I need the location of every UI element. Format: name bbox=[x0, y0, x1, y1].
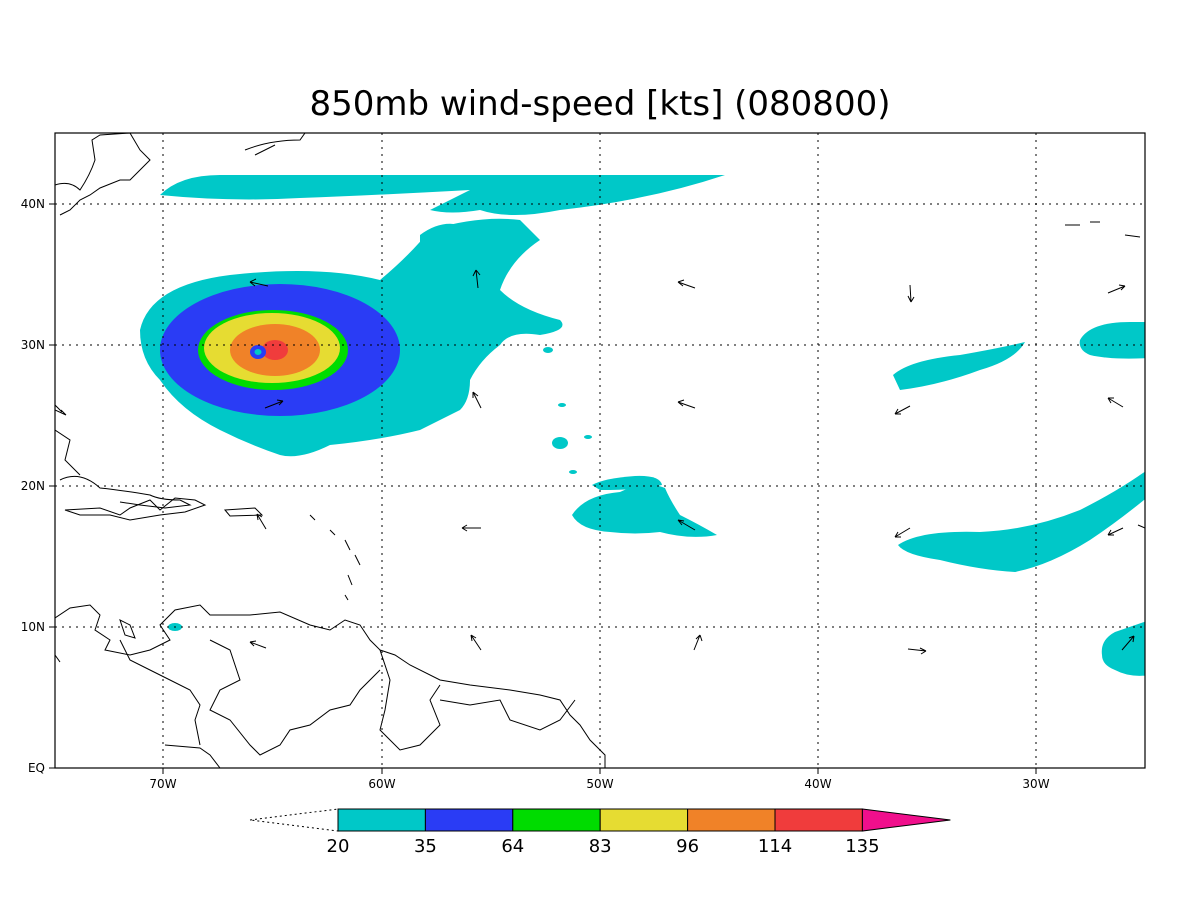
colombia-border bbox=[119, 639, 201, 746]
wind-arrow bbox=[1107, 397, 1124, 408]
puerto-rico-coast bbox=[223, 507, 264, 517]
wind-arrow bbox=[677, 399, 696, 409]
legend-high-triangle bbox=[861, 808, 951, 832]
small-patch-5 bbox=[569, 470, 577, 474]
map-title: 850mb wind-speed [kts] (080800) bbox=[310, 84, 891, 124]
y-tick-label: EQ bbox=[28, 761, 45, 775]
legend-label: 114 bbox=[758, 836, 792, 857]
wind-arrow bbox=[693, 634, 703, 651]
small-patch-1 bbox=[552, 437, 568, 449]
wind-arrow bbox=[1107, 527, 1124, 536]
wind-arrow bbox=[677, 279, 696, 289]
y-tick-label: 10N bbox=[21, 620, 45, 634]
wind-arrow bbox=[1121, 635, 1135, 651]
tick-marks bbox=[49, 203, 1037, 774]
legend-color-box bbox=[337, 808, 426, 832]
small-patch-3 bbox=[558, 403, 566, 407]
north-branch bbox=[420, 223, 460, 272]
legend-label: 20 bbox=[327, 836, 350, 857]
wind-arrow bbox=[677, 519, 696, 531]
legend-label: 96 bbox=[676, 836, 699, 857]
wind-vectors bbox=[55, 269, 1135, 663]
antilles-islands bbox=[309, 514, 361, 601]
wind-arrow bbox=[461, 524, 481, 532]
legend-label: 64 bbox=[501, 836, 524, 857]
east-band-10n bbox=[1101, 621, 1145, 676]
legend-color-box bbox=[599, 808, 689, 832]
legend-low-triangle bbox=[249, 808, 339, 832]
wind-arrow bbox=[894, 527, 911, 538]
east-band-30n bbox=[893, 342, 1025, 390]
storm-eye-inner bbox=[254, 349, 262, 355]
y-tick-label: 40N bbox=[21, 197, 45, 211]
lake-maracaibo bbox=[119, 619, 136, 639]
islands-blob bbox=[572, 484, 717, 537]
wind-arrow bbox=[907, 647, 927, 655]
north-band bbox=[160, 175, 725, 215]
color-legend: 20 35 64 83 96 114 135 bbox=[249, 808, 951, 857]
wind-arrow bbox=[894, 405, 911, 415]
legend-color-box bbox=[687, 808, 776, 832]
legend-label: 35 bbox=[414, 836, 437, 857]
wind-arrow bbox=[249, 640, 267, 649]
south-america-coast bbox=[55, 604, 606, 768]
east-edge-30n bbox=[1079, 322, 1145, 359]
florida-coast bbox=[55, 404, 81, 476]
wind-arrow bbox=[249, 278, 269, 287]
x-tick-label: 30W bbox=[1022, 777, 1049, 791]
north-america-coast bbox=[55, 133, 151, 216]
wind-arrow bbox=[55, 409, 67, 416]
cape-verde-islands bbox=[1137, 524, 1145, 529]
cuba-coast bbox=[59, 475, 192, 509]
wind-arrow bbox=[55, 654, 61, 663]
wind-arrow bbox=[1107, 284, 1126, 294]
east-band-15n bbox=[898, 471, 1145, 572]
legend-color-box bbox=[424, 808, 514, 832]
guyana-border bbox=[379, 649, 441, 751]
small-patch-4 bbox=[584, 435, 592, 439]
plot-area bbox=[55, 133, 1145, 768]
atlantic-islands bbox=[1065, 221, 1141, 238]
small-patch-6 bbox=[543, 347, 553, 353]
wind-arrow bbox=[907, 284, 915, 303]
wind-arrow bbox=[256, 513, 267, 530]
x-tick-label: 60W bbox=[368, 777, 395, 791]
wind-contour-20kt bbox=[140, 175, 1145, 676]
y-tick-label: 30N bbox=[21, 338, 45, 352]
grid-lines bbox=[55, 133, 1145, 768]
hispaniola-coast bbox=[64, 497, 207, 521]
legend-label: 135 bbox=[845, 836, 879, 857]
nova-scotia-coast bbox=[244, 133, 306, 156]
legend-color-box bbox=[512, 808, 601, 832]
wind-arrow bbox=[264, 399, 284, 409]
wind-arrow bbox=[472, 269, 481, 289]
legend-label: 83 bbox=[589, 836, 612, 857]
wind-contour-114kt bbox=[262, 340, 288, 360]
wind-arrow bbox=[472, 391, 482, 409]
legend-color-box bbox=[774, 808, 863, 832]
y-tick-label: 20N bbox=[21, 479, 45, 493]
brazil-border bbox=[164, 699, 576, 768]
coastlines bbox=[55, 133, 1145, 768]
x-tick-label: 70W bbox=[149, 777, 176, 791]
wind-arrow bbox=[470, 634, 482, 651]
x-tick-label: 50W bbox=[586, 777, 613, 791]
venezuela-border bbox=[209, 639, 381, 756]
x-tick-label: 40W bbox=[804, 777, 831, 791]
